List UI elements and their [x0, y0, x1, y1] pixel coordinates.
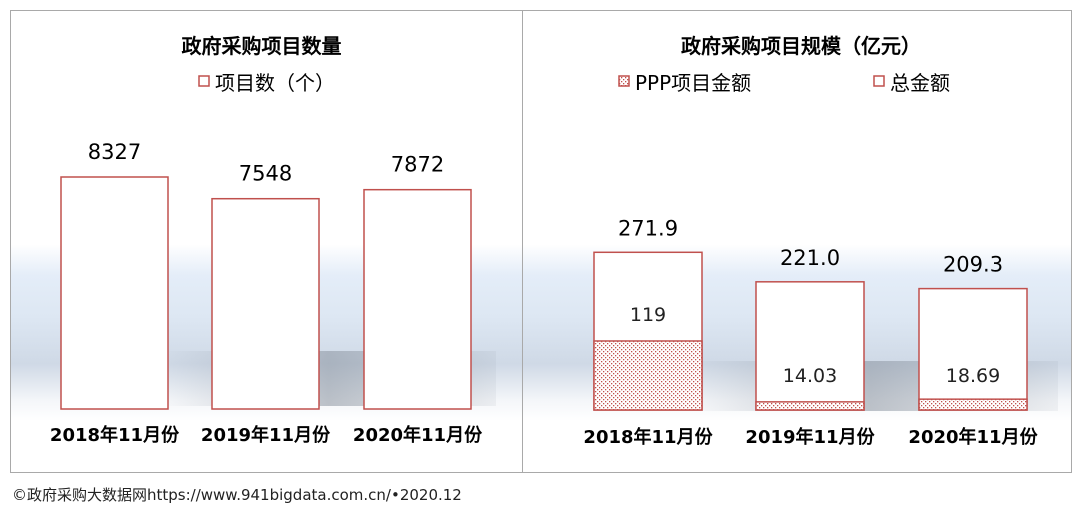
legend-swatch-total [873, 75, 885, 87]
left-chart-panel: 政府采购项目数量项目数（个） 8327 2018年11月份 7548 2019年11月份… [11, 11, 522, 472]
chart-frame [10, 10, 1072, 473]
data-label-ppp: 119 [630, 304, 666, 326]
x-tick-label: 2019年11月份 [201, 424, 331, 446]
x-tick-label: 2020年11月份 [353, 424, 483, 446]
legend-label: 项目数（个） [215, 71, 335, 95]
bar [363, 188, 472, 410]
x-tick-label: 2018年11月份 [583, 426, 713, 448]
data-label-total: 271.9 [618, 216, 678, 240]
data-label: 7548 [239, 162, 292, 186]
x-tick-label: 2019年11月份 [745, 426, 875, 448]
legend-swatch-ppp [618, 75, 630, 87]
x-tick-label: 2018年11月份 [50, 424, 180, 446]
data-label-ppp: 14.03 [783, 365, 837, 387]
data-label-total: 221.0 [780, 246, 840, 270]
data-label-total: 209.3 [943, 253, 1003, 277]
panel-divider [522, 10, 523, 473]
bar-ppp [755, 401, 865, 411]
legend-label-ppp: PPP项目金额 [635, 71, 751, 95]
bar [211, 197, 320, 410]
chart-title: 政府采购项目数量 [182, 34, 342, 58]
legend-label-total: 总金额 [890, 71, 950, 95]
right-chart-svg: 政府采购项目规模（亿元） PPP项目金额 总金额 271.9 119 2018年11月份 2… [523, 34, 1071, 448]
source-caption: ©政府采购大数据网https://www.941bigdata.com.cn/•… [12, 486, 462, 504]
bar-ppp [918, 398, 1028, 411]
bar-total [755, 281, 865, 411]
bar-total [918, 287, 1028, 411]
x-tick-label: 2020年11月份 [908, 426, 1038, 448]
legend-swatch [198, 75, 210, 87]
bar [60, 176, 169, 410]
data-label: 8327 [88, 140, 141, 164]
data-label: 7872 [391, 153, 444, 177]
right-chart-panel: 政府采购项目规模（亿元） PPP项目金额 总金额 271.9 119 2018年11月份 2… [523, 11, 1071, 472]
data-label-ppp: 18.69 [946, 365, 1000, 387]
bar-ppp [593, 340, 703, 411]
chart-title: 政府采购项目规模（亿元） [681, 34, 921, 58]
